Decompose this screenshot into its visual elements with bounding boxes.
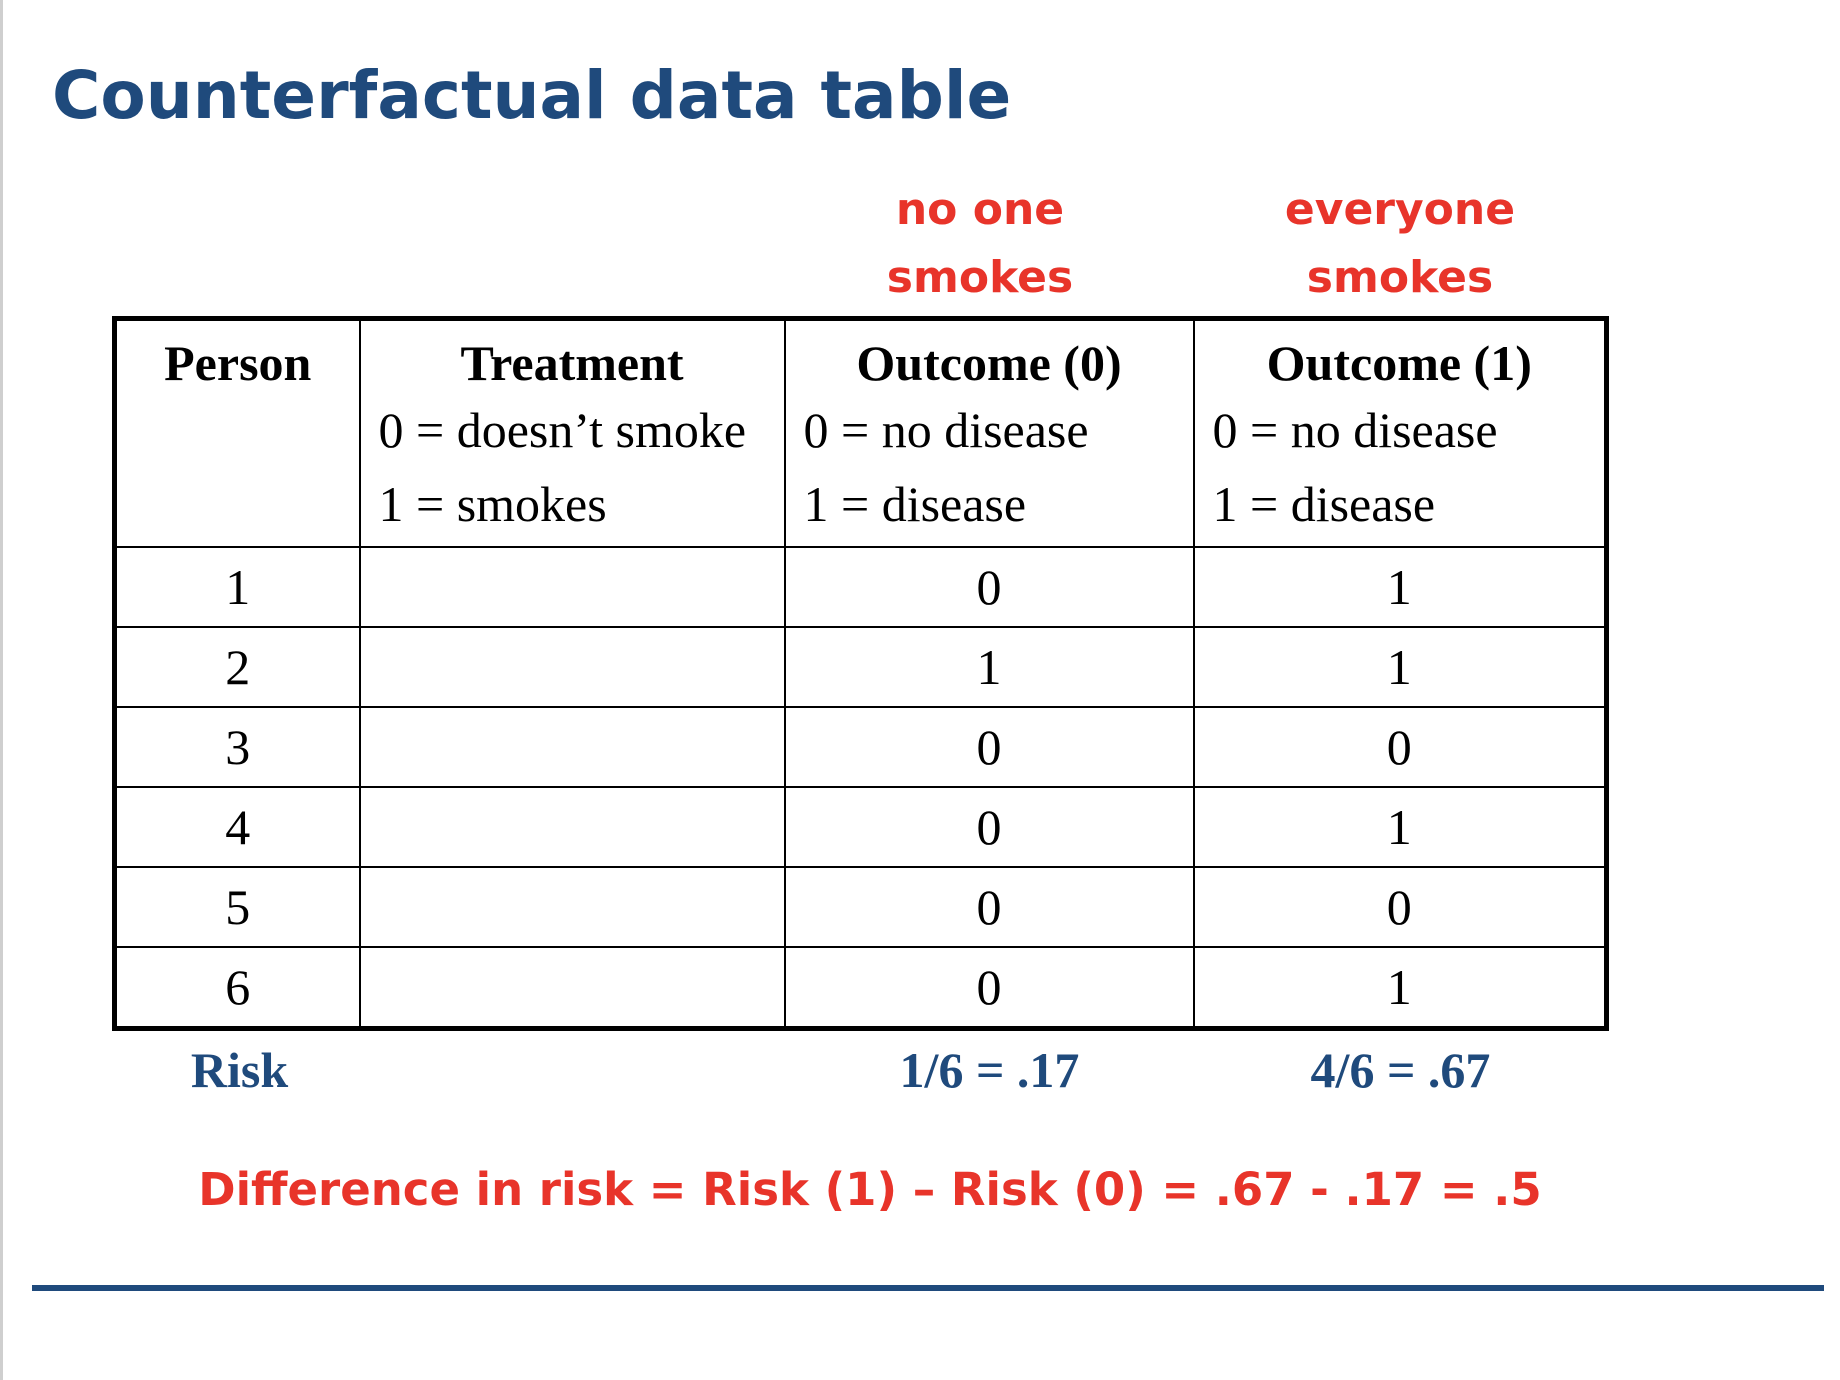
header-person: Person	[113, 317, 361, 548]
note-line: smokes	[1306, 252, 1494, 303]
table-header-row: Person Treatment 0 = doesn’t smoke 1 = s…	[113, 317, 1608, 548]
outcome0-cell: 1	[783, 626, 1195, 708]
header-legend-line: 1 = disease	[803, 476, 1027, 532]
table-row: 6 0 1	[113, 946, 1608, 1030]
treatment-cell	[358, 546, 786, 628]
table-row: 1 0 1	[113, 546, 1608, 628]
everyone-smokes-note: everyone smokes	[1192, 176, 1608, 312]
treatment-cell	[358, 786, 786, 868]
counterfactual-table: Person Treatment 0 = doesn’t smoke 1 = s…	[112, 316, 1609, 1031]
header-title: Treatment	[460, 335, 684, 391]
header-legend-line: 1 = disease	[1212, 476, 1436, 532]
outcome0-cell: 0	[783, 946, 1195, 1030]
slide-title: Counterfactual data table	[52, 57, 1012, 134]
outcome1-cell: 0	[1192, 866, 1608, 948]
header-title: Person	[164, 335, 312, 391]
note-line: everyone	[1284, 184, 1516, 235]
person-cell: 4	[113, 786, 361, 868]
person-cell: 1	[113, 546, 361, 628]
header-legend-line: 1 = smokes	[378, 476, 607, 532]
treatment-cell	[358, 866, 786, 948]
header-legend-line: 0 = no disease	[803, 402, 1089, 458]
person-cell: 3	[113, 706, 361, 788]
header-title: Outcome (1)	[1266, 335, 1532, 391]
risk-outcome-1: 4/6 = .67	[1310, 1042, 1491, 1098]
outcome1-cell: 1	[1192, 546, 1608, 628]
table-row: 5 0 0	[113, 866, 1608, 948]
header-title: Outcome (0)	[856, 335, 1122, 391]
slide-left-edge	[0, 0, 3, 1380]
person-cell: 6	[113, 946, 361, 1030]
header-legend-line: 0 = doesn’t smoke	[378, 402, 747, 458]
outcome0-cell: 0	[783, 866, 1195, 948]
header-outcome-1: Outcome (1) 0 = no disease 1 = disease	[1192, 317, 1608, 548]
header-outcome-0: Outcome (0) 0 = no disease 1 = disease	[783, 317, 1195, 548]
treatment-cell	[358, 946, 786, 1030]
footer-divider	[32, 1285, 1824, 1291]
risk-outcome-0: 1/6 = .17	[899, 1042, 1080, 1098]
table-row: 4 0 1	[113, 786, 1608, 868]
risk-difference: Difference in risk = Risk (1) – Risk (0)…	[198, 1163, 1542, 1216]
note-line: no one	[895, 184, 1065, 235]
treatment-cell	[358, 626, 786, 708]
no-one-smokes-note: no one smokes	[780, 176, 1180, 312]
outcome1-cell: 0	[1192, 706, 1608, 788]
person-cell: 5	[113, 866, 361, 948]
treatment-cell	[358, 706, 786, 788]
outcome0-cell: 0	[783, 546, 1195, 628]
risk-label: Risk	[190, 1042, 289, 1098]
outcome1-cell: 1	[1192, 786, 1608, 868]
note-line: smokes	[886, 252, 1074, 303]
outcome0-cell: 0	[783, 786, 1195, 868]
header-treatment: Treatment 0 = doesn’t smoke 1 = smokes	[358, 317, 786, 548]
table-row: 2 1 1	[113, 626, 1608, 708]
header-legend-line: 0 = no disease	[1212, 402, 1498, 458]
outcome0-cell: 0	[783, 706, 1195, 788]
outcome1-cell: 1	[1192, 626, 1608, 708]
table-row: 3 0 0	[113, 706, 1608, 788]
outcome1-cell: 1	[1192, 946, 1608, 1030]
person-cell: 2	[113, 626, 361, 708]
